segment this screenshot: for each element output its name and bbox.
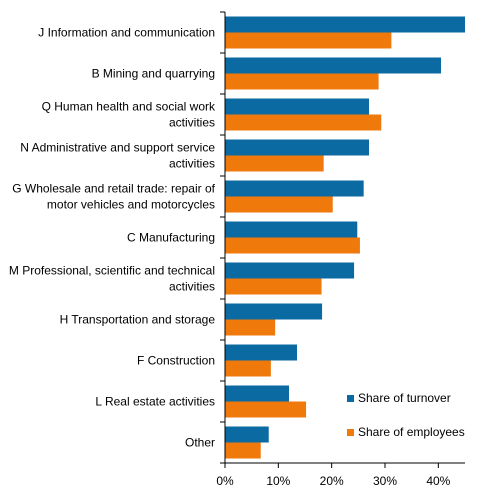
category-label-4: G Wholesale and retail trade: repair of m… bbox=[12, 182, 215, 212]
bar-turnover-2 bbox=[225, 98, 369, 115]
bar-turnover-5 bbox=[225, 221, 358, 238]
category-label-3: N Administrative and support service acti… bbox=[20, 141, 215, 171]
bar-turnover-7 bbox=[225, 303, 323, 320]
x-tick-label-0: 0% bbox=[216, 474, 234, 488]
category-label-1: B Mining and quarrying bbox=[92, 67, 215, 81]
bar-employees-0 bbox=[225, 32, 392, 49]
legend-swatch-0 bbox=[347, 395, 354, 402]
bar-turnover-10 bbox=[225, 426, 269, 443]
bar-employees-5 bbox=[225, 237, 360, 254]
category-label-2: Q Human health and social work activities bbox=[42, 100, 216, 130]
category-label-5: C Manufacturing bbox=[127, 231, 215, 245]
bar-turnover-1 bbox=[225, 57, 441, 74]
bar-turnover-9 bbox=[225, 385, 289, 402]
x-tick-label-3: 30% bbox=[373, 474, 397, 488]
category-label-9: L Real estate activities bbox=[95, 395, 215, 409]
bar-turnover-8 bbox=[225, 344, 297, 361]
bar-employees-8 bbox=[225, 360, 271, 377]
category-label-7: H Transportation and storage bbox=[60, 313, 216, 327]
bar-employees-9 bbox=[225, 401, 307, 418]
legend-label-1: Share of employees bbox=[358, 425, 465, 439]
bar-turnover-0 bbox=[225, 16, 465, 33]
bar-employees-1 bbox=[225, 73, 379, 90]
bar-employees-3 bbox=[225, 155, 324, 172]
category-label-10: Other bbox=[185, 436, 215, 450]
category-label-6: M Professional, scientific and technical… bbox=[9, 264, 215, 294]
bar-employees-2 bbox=[225, 114, 382, 131]
bar-turnover-3 bbox=[225, 139, 369, 156]
legend-label-0: Share of turnover bbox=[358, 391, 451, 405]
category-labels: J Information and communication B Mining … bbox=[9, 26, 216, 450]
bar-employees-6 bbox=[225, 278, 322, 295]
axes: 0% 10% 20% 30% 40% bbox=[216, 11, 465, 488]
x-tick-label-1: 10% bbox=[266, 474, 290, 488]
bar-turnover-6 bbox=[225, 262, 355, 279]
category-label-8: F Construction bbox=[137, 354, 215, 368]
bar-turnover-4 bbox=[225, 180, 364, 197]
legend: Share of turnover Share of employees bbox=[347, 391, 465, 439]
category-label-0: J Information and communication bbox=[38, 26, 215, 40]
legend-swatch-1 bbox=[347, 429, 354, 436]
bar-employees-10 bbox=[225, 442, 261, 459]
bar-employees-7 bbox=[225, 319, 276, 336]
x-tick-label-4: 40% bbox=[426, 474, 450, 488]
x-tick-label-2: 20% bbox=[320, 474, 344, 488]
bar-employees-4 bbox=[225, 196, 333, 213]
bars-layer bbox=[225, 16, 465, 459]
